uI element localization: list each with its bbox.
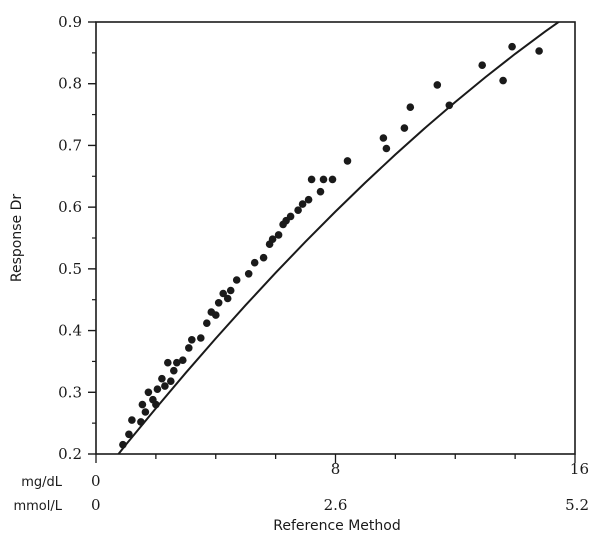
data-point — [316, 187, 325, 196]
data-point — [307, 175, 316, 184]
data-point — [185, 344, 193, 352]
data-point — [197, 334, 205, 342]
data-point — [250, 258, 259, 267]
data-point — [286, 212, 295, 221]
x-tick-label: 16 — [570, 460, 589, 478]
y-tick-label: 0.8 — [58, 75, 82, 93]
x-tick-label: 2.6 — [324, 496, 348, 514]
data-point — [214, 299, 223, 307]
data-point — [167, 377, 175, 386]
data-point — [319, 175, 328, 184]
data-point — [179, 356, 187, 365]
data-point — [138, 400, 147, 409]
data-point — [173, 358, 181, 367]
y-tick-label: 0.6 — [58, 198, 82, 216]
x-tick-label: 0 — [91, 472, 101, 490]
data-point — [158, 374, 166, 383]
data-point — [223, 294, 232, 303]
data-point — [219, 289, 227, 298]
data-point — [508, 42, 516, 51]
x-tick-label: 8 — [331, 460, 341, 478]
data-point — [259, 253, 268, 262]
data-point — [144, 388, 153, 397]
data-point — [119, 440, 127, 449]
data-point — [141, 408, 150, 416]
fitted-curve-layer — [117, 22, 561, 454]
data-point — [304, 195, 313, 204]
data-point — [268, 235, 277, 243]
x-unit-label: mg/dL — [21, 475, 63, 490]
data-point — [212, 311, 220, 319]
data-point — [226, 286, 235, 295]
data-point — [244, 270, 253, 278]
data-point — [382, 144, 391, 153]
data-points-layer — [119, 42, 543, 449]
y-tick-label: 0.5 — [58, 260, 82, 278]
data-point — [406, 103, 415, 111]
data-point — [274, 231, 283, 239]
data-point — [170, 366, 178, 375]
data-point — [153, 385, 162, 394]
x-axis-title: Reference Method — [273, 518, 400, 534]
data-point — [400, 124, 409, 132]
x-tick-label: 0 — [91, 496, 101, 514]
data-point — [161, 382, 169, 390]
data-point — [328, 175, 337, 184]
data-point — [445, 101, 454, 110]
data-point — [152, 400, 160, 409]
y-tick-label: 0.2 — [58, 445, 82, 463]
y-tick-label: 0.9 — [58, 13, 82, 31]
y-axis: 0.2 0.3 0.4 0.5 0.6 0.7 0.8 0.9 — [58, 13, 96, 463]
y-axis-title: Response Dr — [9, 194, 25, 282]
y-tick-label: 0.4 — [58, 322, 82, 340]
data-point — [164, 358, 172, 367]
x-unit-label: mmol/L — [13, 499, 62, 514]
data-point — [128, 416, 136, 424]
data-point — [535, 47, 543, 55]
data-point — [499, 76, 507, 85]
data-point — [298, 200, 307, 208]
x-axis: mg/dL 0 8 16 mmol/L 0 2.6 5.2 — [13, 454, 589, 514]
data-point — [433, 81, 442, 89]
data-point — [343, 157, 352, 165]
data-point — [379, 134, 388, 142]
data-point — [125, 430, 133, 439]
y-tick-label: 0.7 — [58, 136, 82, 154]
data-point — [478, 61, 487, 69]
data-point — [203, 319, 211, 328]
data-point — [294, 206, 302, 214]
x-tick-label: 5.2 — [565, 496, 589, 514]
plot-frame — [95, 21, 576, 455]
y-tick-label: 0.3 — [58, 383, 82, 401]
data-point — [137, 418, 145, 426]
data-point — [232, 276, 241, 284]
data-point — [188, 336, 196, 344]
fitted-curve — [117, 22, 561, 454]
data-area — [117, 22, 561, 454]
